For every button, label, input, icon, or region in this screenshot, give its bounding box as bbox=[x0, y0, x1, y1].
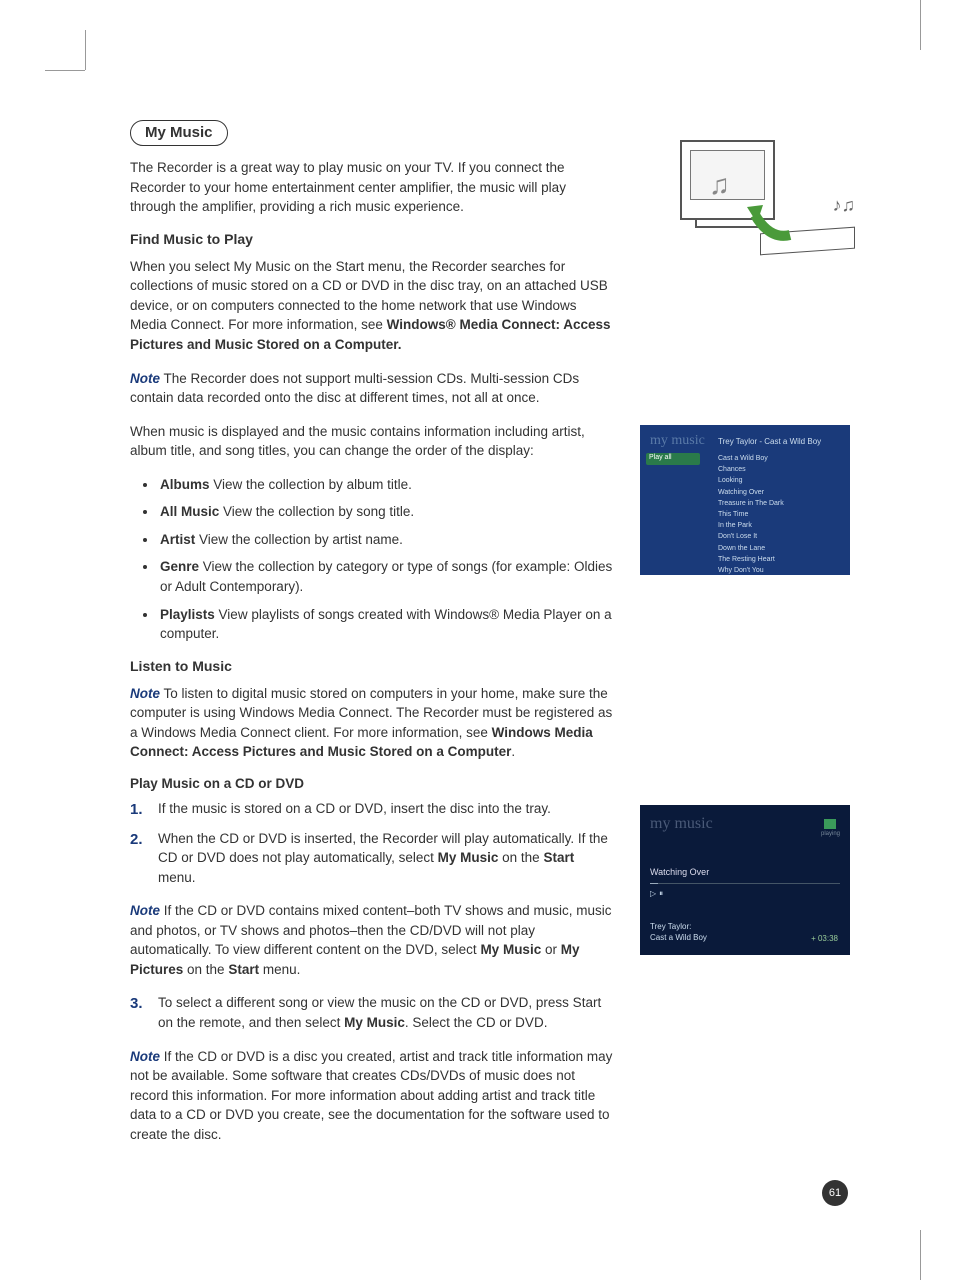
steps-list-cont: 3.To select a different song or view the… bbox=[130, 993, 615, 1032]
view-label: Playlists bbox=[160, 607, 215, 622]
note-2: Note To listen to digital music stored o… bbox=[130, 684, 615, 762]
view-desc: View the collection by category or type … bbox=[160, 559, 612, 594]
tv-illustration: ♫ ♪♫ bbox=[640, 125, 850, 275]
artist-album: Trey Taylor: Cast a Wild Boy bbox=[650, 922, 707, 943]
view-label: Genre bbox=[160, 559, 199, 574]
album-line: Cast a Wild Boy bbox=[650, 933, 707, 943]
text: menu. bbox=[259, 962, 300, 977]
step-item: 1. If the music is stored on a CD or DVD,… bbox=[130, 799, 615, 819]
list-item: Genre View the collection by category or… bbox=[158, 557, 615, 596]
text-bold: Start bbox=[228, 962, 259, 977]
track-item: Don't Lose It bbox=[718, 531, 840, 542]
track-item: Chances bbox=[718, 464, 840, 475]
note-text: The Recorder does not support multi-sess… bbox=[130, 371, 579, 406]
track-item: Cast a Wild Boy bbox=[718, 453, 840, 464]
view-desc: View the collection by album title. bbox=[210, 477, 412, 492]
listen-heading: Listen to Music bbox=[130, 658, 615, 674]
list-item: Albums View the collection by album titl… bbox=[158, 475, 615, 495]
crop-mark bbox=[45, 70, 85, 71]
note-label: Note bbox=[130, 903, 160, 918]
track-item: This Time bbox=[718, 509, 840, 520]
view-label: All Music bbox=[160, 504, 219, 519]
find-paragraph-2: When music is displayed and the music co… bbox=[130, 422, 615, 461]
current-track: Watching Over bbox=[650, 867, 709, 877]
shot-title: my music bbox=[650, 815, 713, 833]
steps-list: 1. If the music is stored on a CD or DVD,… bbox=[130, 799, 615, 887]
track-item: Looking bbox=[718, 475, 840, 486]
text: menu. bbox=[158, 870, 196, 885]
note-label: Note bbox=[130, 686, 160, 701]
step-item: 2.When the CD or DVD is inserted, the Re… bbox=[130, 829, 615, 888]
track-list: Cast a Wild BoyChancesLookingWatching Ov… bbox=[718, 453, 840, 576]
track-item: Treasure in The Dark bbox=[718, 498, 840, 509]
artist-line: Trey Taylor: bbox=[650, 922, 707, 932]
elapsed-time: + 03:38 bbox=[811, 934, 838, 943]
page-number-badge: 61 bbox=[822, 1180, 848, 1206]
crop-mark bbox=[920, 1230, 921, 1280]
note-3: Note If the CD or DVD contains mixed con… bbox=[130, 901, 615, 979]
step-number: 1. bbox=[130, 799, 143, 821]
step-text: If the music is stored on a CD or DVD, i… bbox=[158, 801, 551, 816]
list-item: Artist View the collection by artist nam… bbox=[158, 530, 615, 550]
view-label: Artist bbox=[160, 532, 195, 547]
view-desc: View playlists of songs created with Win… bbox=[160, 607, 612, 642]
intro-paragraph: The Recorder is a great way to play musi… bbox=[130, 158, 615, 217]
shot-album-title: Trey Taylor - Cast a Wild Boy bbox=[718, 437, 821, 446]
note-text: If the CD or DVD is a disc you created, … bbox=[130, 1049, 612, 1142]
find-heading: Find Music to Play bbox=[130, 231, 615, 247]
note-4: Note If the CD or DVD is a disc you crea… bbox=[130, 1047, 615, 1145]
crop-mark bbox=[85, 30, 86, 70]
track-item: Down the Lane bbox=[718, 543, 840, 554]
view-desc: View the collection by artist name. bbox=[195, 532, 403, 547]
note-label: Note bbox=[130, 371, 160, 386]
text: on the bbox=[183, 962, 228, 977]
section-title-pill: My Music bbox=[130, 120, 228, 146]
screenshot-track-list: my music Trey Taylor - Cast a Wild Boy P… bbox=[640, 425, 850, 575]
note-1: Note The Recorder does not support multi… bbox=[130, 369, 615, 408]
playing-chip-icon bbox=[824, 819, 836, 829]
text-bold: My Music bbox=[438, 850, 499, 865]
text: or bbox=[541, 942, 561, 957]
note-label: Note bbox=[130, 1049, 160, 1064]
view-label: Albums bbox=[160, 477, 210, 492]
music-note-icon: ♫ bbox=[709, 169, 730, 201]
text-bold: My Music bbox=[480, 942, 541, 957]
shot-title: my music bbox=[650, 433, 705, 449]
track-item: In the Park bbox=[718, 520, 840, 531]
view-desc: View the collection by song title. bbox=[219, 504, 414, 519]
text-bold: My Music bbox=[344, 1015, 405, 1030]
text: . bbox=[511, 744, 515, 759]
progress-fill bbox=[650, 883, 658, 884]
step-number: 3. bbox=[130, 993, 143, 1015]
text-bold: Start bbox=[543, 850, 574, 865]
list-item: All Music View the collection by song ti… bbox=[158, 502, 615, 522]
step-number: 2. bbox=[130, 829, 143, 851]
playing-label: playing bbox=[821, 831, 840, 837]
arrow-icon bbox=[745, 195, 795, 245]
progress-bar bbox=[650, 883, 840, 884]
play-cd-heading: Play Music on a CD or DVD bbox=[130, 776, 615, 791]
tv-screen: ♫ bbox=[690, 150, 765, 200]
track-item: The Resting Heart bbox=[718, 554, 840, 565]
find-paragraph-1: When you select My Music on the Start me… bbox=[130, 257, 615, 355]
text: . Select the CD or DVD. bbox=[405, 1015, 548, 1030]
playback-controls-icon: ▷⏸ bbox=[650, 889, 666, 899]
view-options-list: Albums View the collection by album titl… bbox=[130, 475, 615, 644]
screenshot-now-playing: my music playing Watching Over ▷⏸ Trey T… bbox=[640, 805, 850, 955]
step-item: 3.To select a different song or view the… bbox=[130, 993, 615, 1032]
crop-mark bbox=[920, 0, 921, 50]
text: on the bbox=[498, 850, 543, 865]
music-notes-icon: ♪♫ bbox=[833, 195, 856, 216]
play-all-button: Play all bbox=[646, 453, 700, 465]
track-item: Watching Over bbox=[718, 487, 840, 498]
list-item: Playlists View playlists of songs create… bbox=[158, 605, 615, 644]
track-item: Why Don't You bbox=[718, 565, 840, 576]
